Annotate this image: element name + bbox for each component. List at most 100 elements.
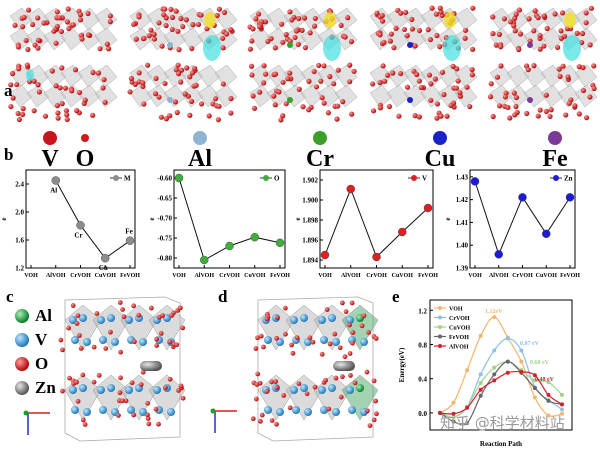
oxygen-atom (228, 110, 234, 116)
panel-c-d-structures: Al VO Zn (15, 296, 379, 442)
y-tick-label: 1.900 (302, 197, 318, 205)
oxygen-atom (498, 63, 504, 69)
octahedron (120, 304, 158, 351)
x-tick-label: FeVOH (418, 273, 438, 279)
vanadium-atom (69, 386, 77, 394)
legend-marker (438, 315, 442, 320)
oxygen-atom (120, 307, 125, 312)
panel-e-energy-chart: 0.0 0.4 0.8 1.2 Energy(eV) Reaction Path VOH Cr… (398, 299, 573, 448)
data-point (532, 378, 537, 383)
oxygen-atom (416, 27, 423, 34)
oxygen-atom (296, 381, 302, 387)
oxygen-atom (273, 379, 279, 384)
oxygen-atom (264, 389, 270, 394)
oxygen-atom (20, 24, 26, 30)
data-point (532, 373, 537, 378)
oxygen-atom (511, 90, 517, 96)
oxygen-atom (490, 30, 496, 37)
element-label-cu: Cu (425, 146, 456, 172)
oxygen-atom (220, 45, 226, 51)
vanadium-atom (292, 406, 300, 414)
oxygen-atom (311, 68, 317, 75)
oxygen-atom (249, 72, 255, 78)
oxygen-atom (349, 111, 355, 117)
series-line-zn (474, 181, 571, 256)
oxygen-atom (129, 380, 135, 386)
oxygen-atom (100, 85, 106, 91)
oxygen-atom (439, 69, 446, 75)
data-point (250, 232, 259, 242)
y-tick-label: 1.898 (302, 217, 318, 225)
chart-b2: -0.80 -0.75 -0.70 -0.65 -0.60 VOH AlVOH CrVOH Cu… (148, 169, 290, 279)
oxygen-atom (382, 78, 388, 84)
oxygen-atom (90, 112, 96, 118)
charge-density-lobe (26, 69, 34, 81)
oxygen-atom (272, 71, 279, 77)
oxygen-atom (140, 369, 146, 375)
structure-4 (369, 5, 478, 121)
oxygen-atom (579, 30, 586, 37)
oxygen-atom (434, 115, 440, 121)
oxygen-atom (374, 10, 380, 16)
oxygen-atom (503, 90, 509, 96)
oxygen-atom (276, 89, 282, 95)
oxygen-atom (154, 343, 160, 348)
oxygen-atom (76, 89, 83, 96)
oxygen-atom (220, 81, 226, 87)
oxygen-atom (106, 46, 112, 52)
oxygen-atom (261, 63, 267, 69)
oxygen-atom (128, 75, 135, 82)
oxygen-atom (469, 72, 475, 78)
vanadium-atom (346, 316, 354, 324)
oxygen-atom (312, 15, 318, 22)
oxygen-atom (67, 375, 72, 381)
y-axis-label: e (294, 217, 302, 220)
vanadium-atom (107, 384, 115, 392)
vanadium-atom (332, 338, 340, 346)
octahedron (120, 374, 158, 421)
element-ball-al (193, 131, 207, 145)
oxygen-atom (215, 117, 221, 123)
oxygen-atom (285, 76, 291, 82)
atom-ball-o (15, 357, 29, 371)
oxygen-atom (91, 344, 97, 350)
legend-marker (438, 325, 442, 329)
energy-barrier-label: 0.60 eV (530, 360, 550, 366)
vanadium-atom (300, 384, 308, 392)
oxygen-atom (216, 103, 222, 109)
octahedron (266, 64, 290, 88)
oxygen-atom (371, 417, 377, 423)
oxygen-atom (190, 22, 196, 28)
octahedron (77, 84, 101, 108)
vanadium-atom (139, 408, 147, 416)
oxygen-atom (257, 418, 263, 424)
y-axis-label: e (444, 217, 452, 220)
data-point (478, 393, 483, 398)
oxygen-atom (23, 37, 29, 44)
oxygen-atom (29, 21, 36, 28)
oxygen-atom (547, 113, 553, 120)
oxygen-atom (85, 10, 91, 17)
oxygen-atom (255, 11, 262, 17)
y-tick-label: -0.65 (157, 195, 172, 203)
vanadium-atom (320, 406, 328, 414)
vanadium-atom (163, 314, 171, 322)
vanadium-atom (153, 386, 161, 394)
octahedron (300, 64, 324, 88)
oxygen-atom (498, 44, 504, 50)
data-point (492, 372, 497, 377)
oxygen-atom (369, 81, 376, 87)
data-point (478, 380, 483, 385)
oxygen-atom (591, 63, 597, 69)
oxygen-atom (563, 112, 569, 118)
point-label: Cr (74, 231, 82, 239)
oxygen-atom (391, 45, 397, 51)
oxygen-atom (319, 351, 325, 357)
oxygen-atom (364, 369, 370, 375)
oxygen-atom (541, 13, 547, 19)
point-label: Al (50, 187, 57, 195)
vanadium-atom (356, 384, 364, 392)
oxygen-atom (70, 303, 76, 308)
octahedron (129, 84, 153, 108)
oxygen-atom (438, 113, 444, 119)
